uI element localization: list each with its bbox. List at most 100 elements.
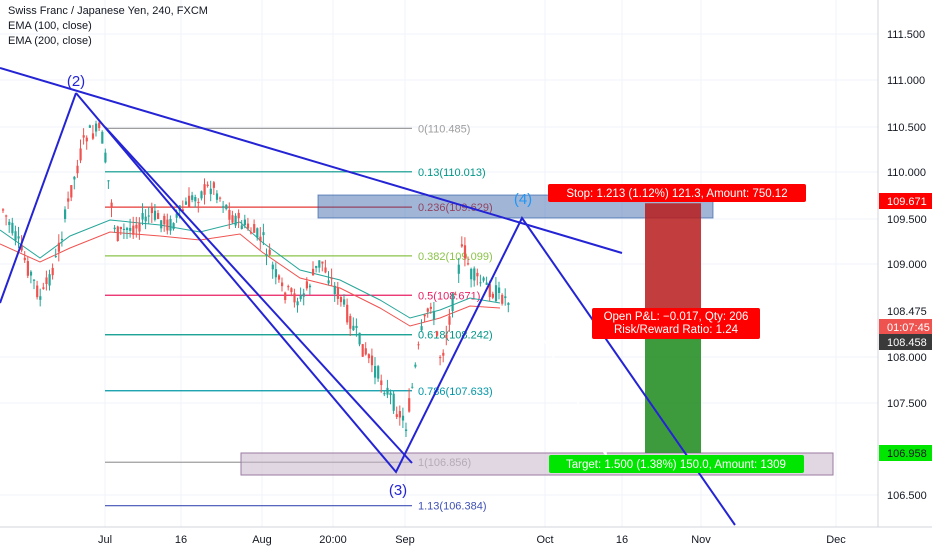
candle-body (129, 227, 132, 231)
candle-body (339, 297, 343, 303)
candle-body (240, 225, 243, 230)
candle-body (20, 244, 23, 251)
candle-body (11, 222, 14, 234)
candle-body (231, 215, 234, 223)
target-label-box[interactable] (549, 455, 804, 473)
pnl-label-box[interactable] (592, 308, 760, 339)
candle-body (296, 301, 299, 306)
wave-1-2-line[interactable] (0, 92, 77, 304)
candle-body (420, 326, 423, 331)
legend-ema-200[interactable]: EMA (200, close) (8, 35, 92, 47)
ema-lines (0, 219, 501, 327)
stop-loss-zone[interactable] (645, 203, 701, 315)
candle-body (33, 279, 36, 281)
candle-body (116, 226, 119, 242)
candle-body (491, 293, 494, 298)
candle-body (26, 261, 29, 276)
candle-body (389, 392, 392, 396)
candle-body (219, 197, 222, 199)
price-tick-label: 110.000 (887, 167, 926, 179)
candle-body (370, 355, 374, 366)
candle-body (467, 263, 470, 265)
candle-body (460, 244, 463, 247)
legend-symbol[interactable]: Swiss Franc / Japanese Yen, 240, FXCM (8, 5, 208, 17)
candle-body (107, 180, 110, 182)
candle-body (191, 195, 194, 200)
candle-body (265, 254, 268, 256)
stop-price-tag-bg (879, 193, 932, 209)
candle-body (253, 224, 256, 233)
candlesticks (2, 120, 510, 437)
candle-body (386, 387, 389, 395)
time-tick-label: 20:00 (319, 534, 347, 546)
candle-body (215, 193, 219, 200)
projection-arrowhead[interactable] (593, 437, 607, 458)
candle-body (206, 184, 209, 187)
stop-label-text: Stop: 1.213 (1.12%) 121.3, Amount: 750.1… (566, 188, 787, 200)
candle-body (358, 332, 361, 345)
price-axis[interactable]: 111.500 111.000 110.500 110.000 109.500 109.0… (877, 0, 932, 527)
entry-price-tag: 108.458 (887, 337, 927, 349)
candle-body (392, 393, 395, 411)
time-axis[interactable]: Jul 16 Aug 20:00 Sep Oct 16 Nov Dec (0, 526, 932, 550)
candle-body (330, 277, 333, 280)
candle-body (144, 216, 147, 222)
candle-body (333, 285, 336, 295)
candle-body (271, 264, 274, 270)
candle-body (374, 365, 377, 378)
price-tick-label: 106.500 (887, 490, 927, 502)
candle-body (209, 188, 212, 195)
fib-level-label: 0.786(107.633) (418, 386, 493, 398)
chart-legend[interactable]: Swiss Franc / Japanese Yen, 240, FXCM EM… (8, 4, 208, 49)
candle-body (197, 201, 200, 204)
candle-body (23, 257, 26, 261)
candle-body (132, 225, 135, 235)
candle-body (411, 386, 414, 388)
candle-body (203, 184, 206, 195)
position-labels[interactable]: Stop: 1.213 (1.12%) 121.3, Amount: 750.1… (548, 184, 806, 473)
price-tick-label: 111.000 (887, 75, 925, 87)
candle-body (321, 261, 324, 264)
projection-arrow[interactable] (530, 315, 607, 456)
elliott-wave-line[interactable] (75, 92, 736, 526)
candle-body (48, 274, 51, 286)
candle-body (104, 152, 107, 163)
upper-trendline[interactable] (0, 67, 623, 254)
candle-body (281, 282, 284, 287)
fib-level-label: 1.13(106.384) (418, 501, 487, 513)
candle-body (302, 293, 305, 297)
candle-body (451, 293, 454, 312)
candle-body (169, 218, 172, 231)
candle-body (346, 304, 349, 323)
candle-body (274, 269, 277, 278)
time-tick-label: Oct (536, 534, 553, 546)
candle-body (60, 238, 64, 241)
candle-body (85, 137, 88, 142)
price-tick-label: 109.500 (887, 214, 927, 226)
candle-body (287, 286, 290, 288)
candle-body (246, 223, 250, 229)
ema-200-line (0, 231, 501, 327)
candle-body (436, 331, 439, 336)
candle-body (36, 285, 39, 298)
candle-body (184, 201, 188, 205)
candle-body (17, 236, 20, 239)
candle-body (364, 348, 367, 355)
channel-line[interactable] (104, 126, 413, 464)
candle-body (45, 277, 48, 285)
candle-body (234, 215, 237, 226)
candle-body (135, 224, 138, 229)
candle-body (95, 123, 98, 132)
wave-label: (4) (514, 191, 532, 208)
stop-label-box[interactable] (548, 184, 806, 202)
time-tick-label: 16 (616, 534, 628, 546)
candle-body (507, 303, 510, 305)
candle-body (98, 122, 101, 129)
candle-body (432, 311, 436, 320)
candle-body (79, 148, 82, 161)
trend-drawings[interactable]: (2) (3) (4) (0, 67, 736, 526)
candle-body (8, 221, 11, 226)
legend-ema-100[interactable]: EMA (100, close) (8, 20, 92, 32)
